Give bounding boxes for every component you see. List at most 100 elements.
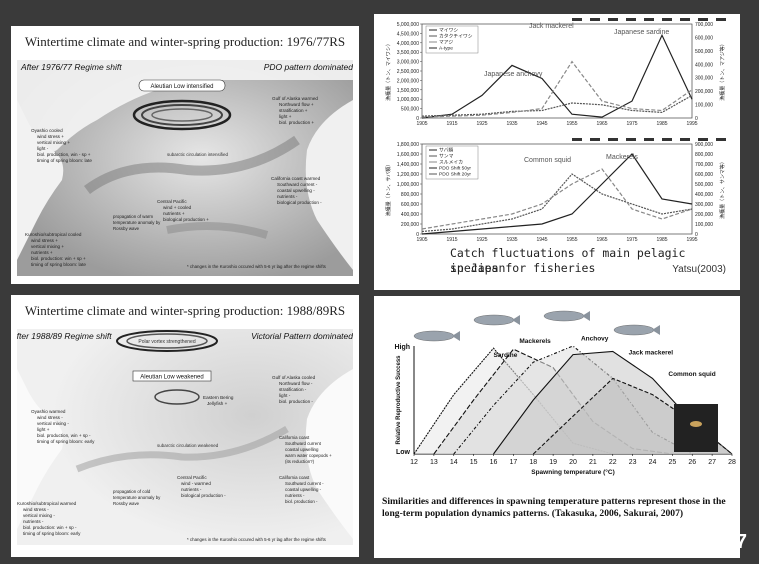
x-tick-label: 1945: [536, 121, 547, 127]
x-tick-label: 28: [728, 459, 736, 466]
y-tick-label: 3,000,000: [397, 60, 419, 66]
eastern-bering-text: Eastern Bering Jellyfish +: [203, 395, 234, 406]
land-mass-america: [305, 369, 353, 539]
polar-vortex-inner: [126, 333, 208, 349]
caption-line-2: in Japan: [450, 261, 506, 275]
kuroshio-line: wind stress +: [31, 238, 58, 243]
california-line: Southward current -: [277, 182, 318, 187]
spawning-caption: Similarities and differences in spawning…: [382, 496, 726, 519]
chart-annotation: Japanese sardine: [614, 29, 669, 36]
x-tick-label: 13: [430, 459, 438, 466]
pdo-bar: [572, 18, 582, 21]
oyashio-line: Oyashio cooled: [31, 128, 63, 133]
california-line: Southward current: [285, 441, 322, 446]
gulf-line: Northward flow +: [279, 102, 314, 107]
pdo-bar: [662, 18, 672, 21]
series-line: [421, 94, 693, 117]
y-right-tick-label: 100,000: [695, 103, 713, 109]
subarctic-label: subarctic circulation weakened: [157, 443, 219, 448]
y-right-tick-label: 700,000: [695, 162, 713, 168]
pdo-bar: [590, 138, 600, 141]
x-tick-label: 1915: [446, 237, 457, 243]
polar-vortex-ring: [116, 330, 218, 352]
series-line: [421, 173, 693, 233]
central-line: wind + cooled: [163, 205, 192, 210]
x-tick-label: 16: [490, 459, 498, 466]
y-tick-label: 1,500,000: [397, 88, 419, 94]
x-tick-label: 1935: [506, 121, 517, 127]
central-arrow: [166, 222, 269, 239]
y-tick-label: 0: [416, 116, 419, 122]
legend-label: サンマ: [439, 154, 454, 160]
pdo-bar: [590, 18, 600, 21]
x-tick-label: 1985: [656, 121, 667, 127]
left-heading: After 1988/89 Regime shift: [17, 331, 112, 341]
central-line: nutrients -: [181, 487, 202, 492]
panel-1988-89-regime-shift: Wintertime climate and winter-spring pro…: [11, 295, 359, 557]
aleutian-label-box: [138, 79, 226, 92]
x-tick-label: 1985: [656, 237, 667, 243]
fish-tail-icon: [512, 315, 520, 325]
subarctic-arrow: [75, 425, 289, 473]
x-tick-label: 1975: [626, 121, 637, 127]
california-line: nutrients -: [277, 194, 298, 199]
chart-mackerel-squid: 1,800,000 1,600,000 1,400,000 1,200,000 1,00…: [385, 138, 726, 243]
y-tick-label: 200,000: [401, 222, 419, 228]
y-right-tick-label: 400,000: [695, 192, 713, 198]
legend-label: A-type: [439, 46, 453, 52]
fish-tail-icon: [452, 331, 460, 341]
y-right-tick-label: 0: [695, 116, 698, 122]
series-label: Mackerels: [519, 338, 551, 345]
y-tick-label: 600,000: [401, 202, 419, 208]
y-right-tick-label: 700,000: [695, 22, 713, 28]
series-label: Sardine: [494, 352, 518, 359]
kuroshio-line: timing of spring bloom: early: [23, 531, 81, 536]
gulf-line: Gulf of Alaska warmed: [272, 96, 318, 101]
x-tick-label: 1905: [416, 121, 427, 127]
legend-label: サバ類: [439, 147, 453, 154]
california-line: California coast warmed: [271, 176, 321, 181]
aleutian-label: Aleutian Low weakened: [140, 375, 203, 381]
fish-icon: [543, 310, 585, 322]
spawning-curves: High Low Relative Reproductive Success 12 13…: [394, 310, 736, 476]
x-tick-label: 1925: [476, 121, 487, 127]
gulf-line: stratification +: [279, 108, 308, 113]
central-line: Central Pacific: [157, 199, 187, 204]
kuroshio-line: timing of spring bloom: late: [31, 262, 86, 267]
gulf-line: light +: [279, 114, 292, 119]
catch-charts: 5,000,000 4,500,000 4,000,000 3,500,000 3,00…: [385, 18, 726, 243]
x-tick-label: 26: [688, 459, 696, 466]
fish-tail-icon: [652, 325, 660, 335]
y-tick-label: 1,600,000: [397, 152, 419, 158]
central-line: Central Pacific: [177, 475, 207, 480]
series-line: [421, 33, 693, 119]
california2-line: coastal upwelling -: [285, 487, 322, 492]
kuroshio-line: vertical mixing -: [23, 513, 55, 518]
series-label: Jack mackerel: [629, 350, 674, 357]
legend-label: PDO Shift 50yr: [439, 166, 471, 172]
y-tick-label: 500,000: [401, 107, 419, 113]
aleutian-low-ring-inner: [141, 104, 223, 126]
series-line: [421, 153, 693, 235]
pdo-bar: [698, 138, 708, 141]
propagation-text: propagation of cold temperature anomaly …: [113, 489, 161, 506]
aleutian-low-ring-core: [151, 108, 213, 122]
pdo-bar: [572, 138, 582, 141]
fish-tail-icon: [582, 311, 590, 321]
chart-annotation: Japanese anchovy: [484, 71, 543, 78]
propagation-line: Rossby wave: [113, 501, 140, 506]
kuroshio-line: biol. production: win + sp +: [31, 256, 86, 261]
series-label: Anchovy: [581, 336, 609, 343]
series-line: [421, 60, 693, 118]
legend-label: PDO Shift 20yr: [439, 172, 471, 178]
y-tick-label: 3,500,000: [397, 50, 419, 56]
y-tick-label: 1,800,000: [397, 142, 419, 148]
north-pacific-map: After 1976/77 Regime shift PDO pattern d…: [17, 60, 353, 276]
series-line: [532, 377, 733, 455]
y-right-tick-label: 400,000: [695, 62, 713, 68]
x-tick-label: 19: [549, 459, 557, 466]
y-right-axis-label: 漁獲量（トン、サンマ等）: [719, 159, 726, 219]
x-tick-label: 21: [589, 459, 597, 466]
